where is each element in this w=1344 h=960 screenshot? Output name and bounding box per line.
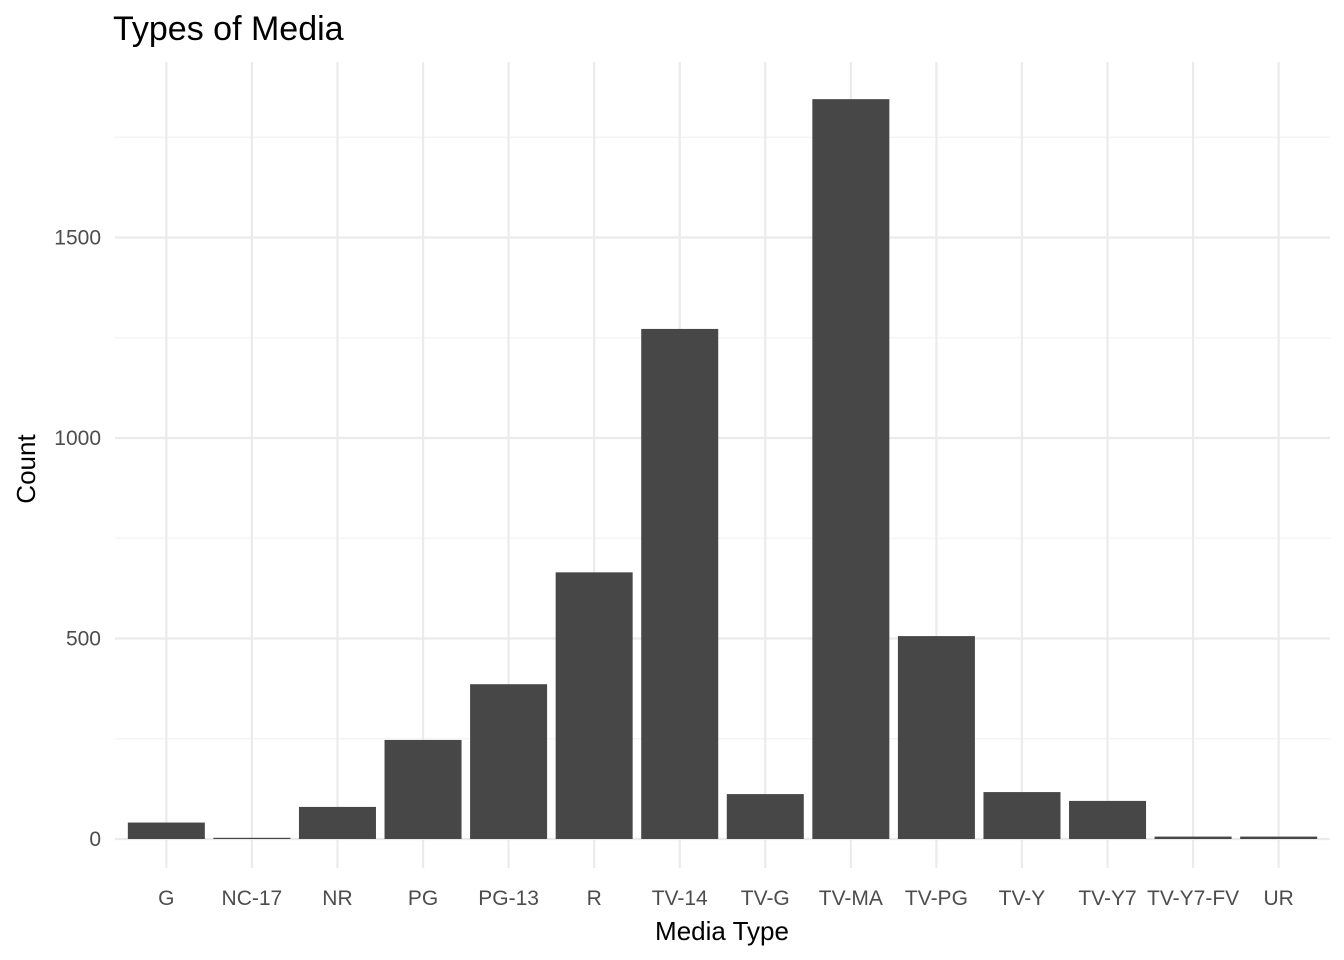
y-tick-label: 1000 xyxy=(54,427,101,450)
bar-tv-pg xyxy=(897,636,975,839)
bar-r xyxy=(555,572,633,839)
bar-tv-y7 xyxy=(1069,800,1147,839)
bar-g xyxy=(127,822,205,839)
bar-tv-g xyxy=(726,794,804,839)
chart-title: Types of Media xyxy=(113,10,344,48)
x-tick-label: TV-MA xyxy=(819,887,883,910)
gridlines xyxy=(115,62,1330,868)
x-axis-title: Media Type xyxy=(655,916,789,946)
x-tick-label: TV-PG xyxy=(905,887,968,910)
x-tick-label: TV-G xyxy=(741,887,790,910)
bar-tv-y7-fv xyxy=(1154,836,1232,839)
x-tick-label: TV-14 xyxy=(652,887,708,910)
x-tick-label: R xyxy=(587,887,602,910)
bar-nr xyxy=(298,806,376,839)
x-tick-label: NC-17 xyxy=(222,887,283,910)
bar-tv-14 xyxy=(641,328,719,839)
x-tick-label: UR xyxy=(1263,887,1293,910)
bar-tv-y xyxy=(983,792,1061,839)
bars xyxy=(127,99,1318,839)
x-tick-label: TV-Y xyxy=(999,887,1046,910)
y-tick-label: 500 xyxy=(66,628,101,651)
bar-pg-13 xyxy=(470,684,548,839)
x-tick-label: PG-13 xyxy=(478,887,539,910)
x-tick-label: NR xyxy=(322,887,352,910)
x-tick-label: G xyxy=(158,887,174,910)
bar-pg xyxy=(384,739,462,839)
x-tick-label: TV-Y7-FV xyxy=(1147,887,1239,910)
bar-tv-ma xyxy=(812,99,890,839)
y-axis-ticks: 0 500 1000 1500 xyxy=(54,227,101,852)
bar-ur xyxy=(1240,836,1318,839)
x-axis-ticks: G NC-17 NR PG PG-13 R TV-14 TV-G TV-MA TV-PG TV-Y T… xyxy=(158,887,1294,910)
x-tick-label: PG xyxy=(408,887,438,910)
x-tick-label: TV-Y7 xyxy=(1078,887,1136,910)
bar-nc-17 xyxy=(213,837,291,839)
y-axis-title: Count xyxy=(11,434,41,504)
y-tick-label: 0 xyxy=(89,828,101,851)
y-tick-label: 1500 xyxy=(54,227,101,250)
